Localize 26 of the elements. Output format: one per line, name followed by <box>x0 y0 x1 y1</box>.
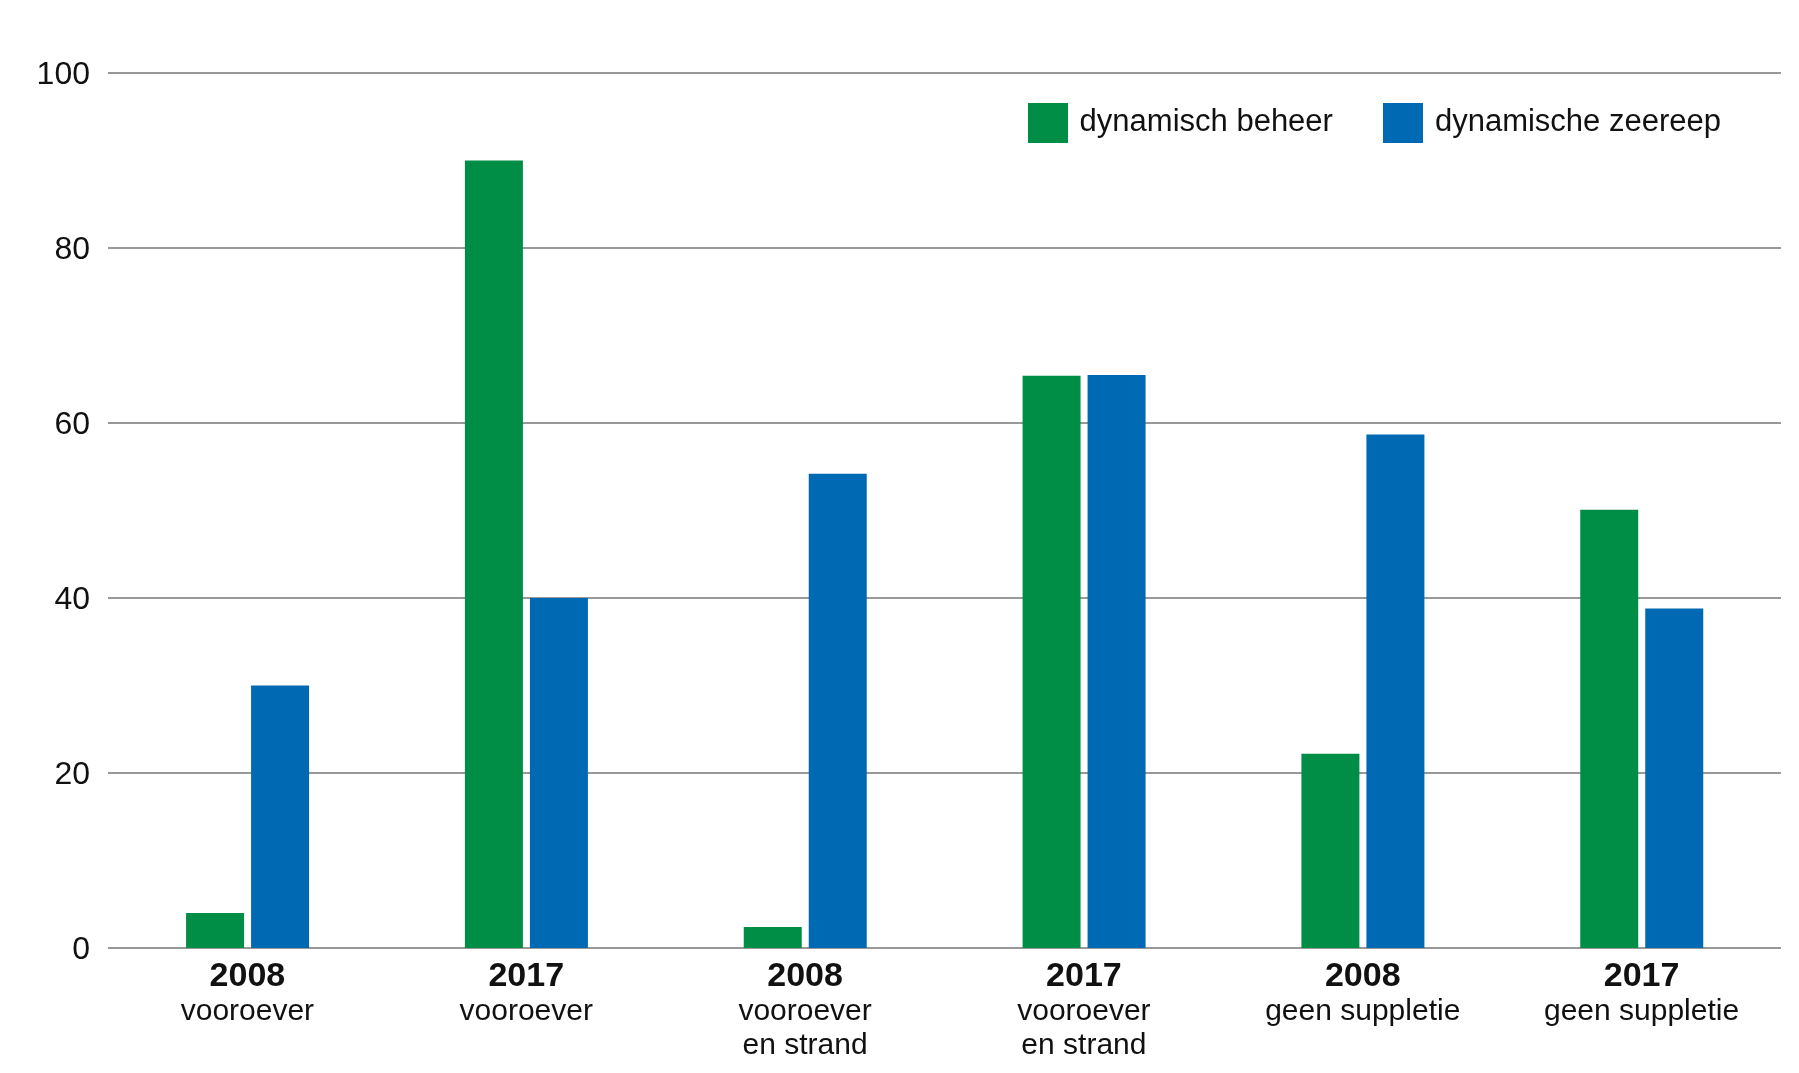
bar <box>251 685 310 948</box>
bar <box>1366 434 1425 948</box>
y-tick-label: 60 <box>54 405 90 442</box>
x-tick-label: 2017 vooroever <box>459 955 593 1026</box>
bar <box>743 927 802 948</box>
y-tick-label: 20 <box>54 755 90 792</box>
legend-label: dynamisch beheer <box>1079 103 1333 139</box>
x-tick-label: 2017 geen suppletie <box>1544 955 1740 1026</box>
bar <box>808 473 867 948</box>
bar <box>464 160 523 948</box>
legend-label: dynamische zeereep <box>1434 103 1721 139</box>
x-tick-label: 2008 vooroever en strand <box>738 955 872 1060</box>
bar <box>1087 374 1146 948</box>
y-tick-label: 100 <box>36 55 90 92</box>
bar <box>529 598 588 948</box>
bar <box>1645 608 1704 948</box>
y-tick-label: 40 <box>54 580 90 617</box>
x-tick-label: 2008 vooroever <box>180 955 315 1026</box>
bar <box>1580 509 1639 948</box>
bar <box>1301 753 1360 948</box>
bar <box>186 913 245 948</box>
y-tick-label: 0 <box>72 930 90 967</box>
bar <box>1022 375 1081 948</box>
x-tick-label: 2008 geen suppletie <box>1265 955 1461 1026</box>
x-tick-label: 2017 vooroever en strand <box>1017 955 1151 1060</box>
y-tick-label: 80 <box>54 230 90 267</box>
